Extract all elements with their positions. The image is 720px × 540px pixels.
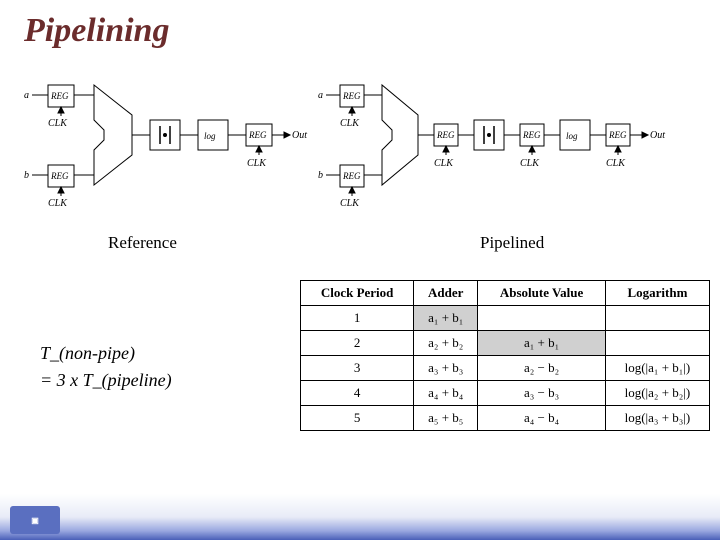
table-cell: a₄ + b₄ — [414, 381, 478, 406]
reference-diagram: a REG CLK b REG CLK — [20, 80, 310, 220]
table-row: 5a₅ + b₅a₄ − b₄log(|a₃ + b₃|) — [301, 406, 710, 431]
svg-text:a: a — [318, 90, 323, 101]
svg-text:REG: REG — [436, 130, 455, 140]
log-label: log — [204, 131, 216, 141]
table-header: Logarithm — [605, 281, 709, 306]
label-b: b — [24, 170, 29, 181]
svg-text:CLK: CLK — [520, 158, 540, 169]
svg-text:Out: Out — [650, 130, 665, 141]
reg-label: REG — [50, 91, 69, 101]
table-cell: 3 — [301, 356, 414, 381]
svg-text:REG: REG — [608, 130, 627, 140]
table-cell: a₂ − b₂ — [478, 356, 606, 381]
footer-gradient — [0, 494, 720, 540]
caption-pipelined: Pipelined — [480, 233, 544, 253]
table-cell: 2 — [301, 331, 414, 356]
table-cell: a₅ + b₅ — [414, 406, 478, 431]
pipeline-table: Clock PeriodAdderAbsolute ValueLogarithm… — [300, 280, 710, 431]
svg-text:REG: REG — [342, 171, 361, 181]
diagrams: a REG CLK b REG CLK — [20, 80, 700, 230]
formula-line2: = 3 x T_(pipeline) — [40, 367, 172, 394]
table-cell: 1 — [301, 306, 414, 331]
svg-text:REG: REG — [342, 91, 361, 101]
table-cell — [605, 331, 709, 356]
table-header: Clock Period — [301, 281, 414, 306]
svg-text:CLK: CLK — [340, 118, 360, 129]
table-cell: 5 — [301, 406, 414, 431]
svg-text:REG: REG — [50, 171, 69, 181]
timing-formula: T_(non-pipe) = 3 x T_(pipeline) — [40, 340, 172, 394]
svg-text:CLK: CLK — [606, 158, 626, 169]
table-row: 2a₂ + b₂a₁ + b₁ — [301, 331, 710, 356]
table-cell: a₂ + b₂ — [414, 331, 478, 356]
table-row: 1a₁ + b₁ — [301, 306, 710, 331]
svg-text:b: b — [318, 170, 323, 181]
logo-icon: ▣ — [10, 506, 60, 534]
table-cell: log(|a₃ + b₃|) — [605, 406, 709, 431]
table-cell: a₄ − b₄ — [478, 406, 606, 431]
table-header: Adder — [414, 281, 478, 306]
svg-text:CLK: CLK — [247, 158, 267, 169]
table-cell: a₃ + b₃ — [414, 356, 478, 381]
svg-text:REG: REG — [248, 130, 267, 140]
svg-text:CLK: CLK — [48, 198, 68, 209]
table-cell — [478, 306, 606, 331]
table-cell: a₁ + b₁ — [414, 306, 478, 331]
table-cell: a₃ − b₃ — [478, 381, 606, 406]
page-title: Pipelining — [24, 12, 169, 50]
pipelined-diagram: a REG CLK b REG CLK REG CLK — [316, 80, 706, 220]
table-row: 4a₄ + b₄a₃ − b₃log(|a₂ + b₂|) — [301, 381, 710, 406]
table-cell: log(|a₁ + b₁|) — [605, 356, 709, 381]
formula-line1: T_(non-pipe) — [40, 340, 172, 367]
svg-text:CLK: CLK — [340, 198, 360, 209]
caption-reference: Reference — [108, 233, 177, 253]
table-row: 3a₃ + b₃a₂ − b₂log(|a₁ + b₁|) — [301, 356, 710, 381]
svg-text:CLK: CLK — [434, 158, 454, 169]
table-cell: 4 — [301, 381, 414, 406]
svg-text:REG: REG — [522, 130, 541, 140]
svg-text:log: log — [566, 131, 578, 141]
clk-label: CLK — [48, 118, 68, 129]
table-cell — [605, 306, 709, 331]
table-cell: log(|a₂ + b₂|) — [605, 381, 709, 406]
table-header: Absolute Value — [478, 281, 606, 306]
table-cell: a₁ + b₁ — [478, 331, 606, 356]
label-a: a — [24, 90, 29, 101]
out-label: Out — [292, 130, 307, 141]
